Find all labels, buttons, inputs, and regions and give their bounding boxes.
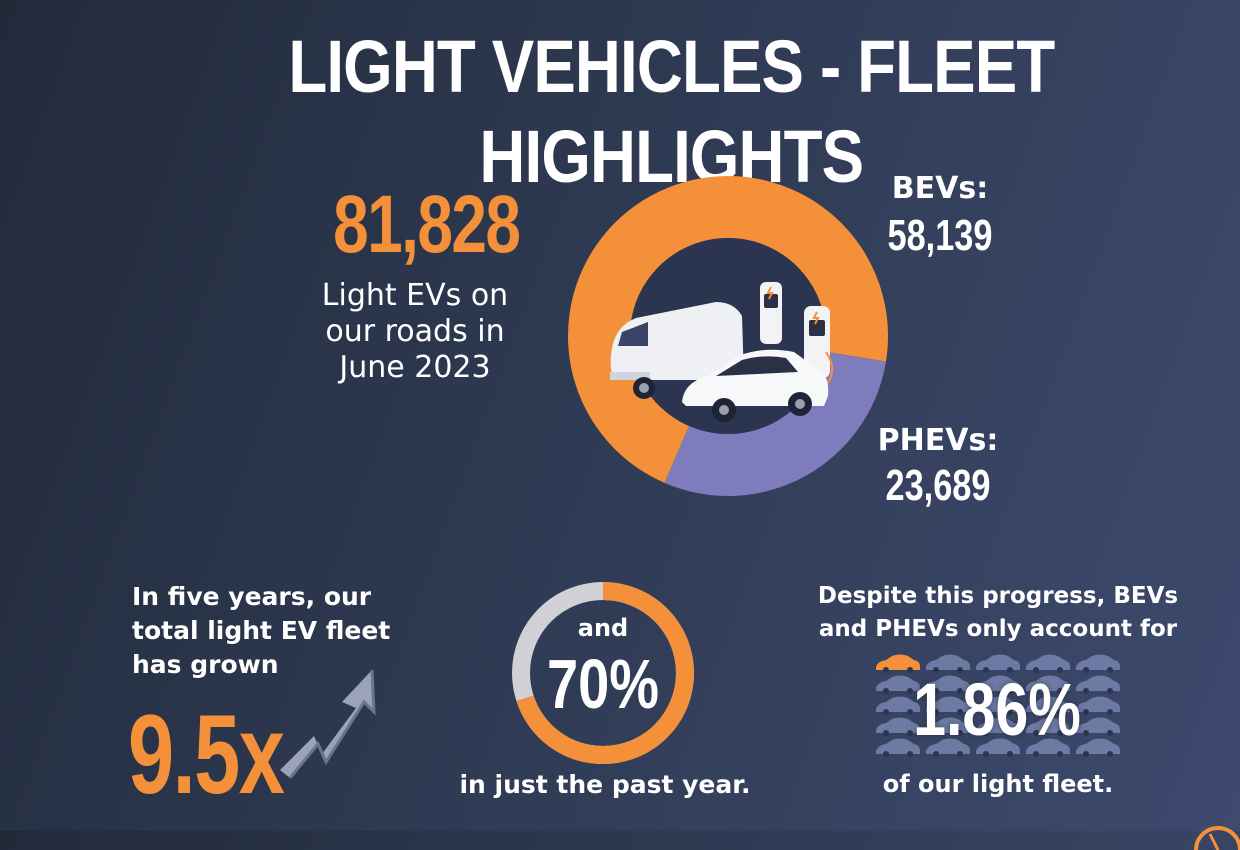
car-icon [926, 675, 970, 694]
car-icon [926, 738, 970, 757]
car-icon [1076, 696, 1120, 715]
car-icon [1026, 675, 1070, 694]
growth-value: 9.5x [128, 692, 285, 817]
bev-phev-donut-chart [568, 176, 888, 496]
car-icon [876, 738, 920, 757]
electric-car-icon [682, 349, 829, 422]
share-value: 1.86% [913, 668, 1081, 751]
total-evs-label: Light EVs on our roads in June 2023 [321, 278, 509, 385]
page-title: LIGHT VEHICLES - FLEET HIGHLIGHTS [288, 25, 1055, 198]
car-icon [976, 717, 1020, 736]
car-icon [1076, 654, 1120, 673]
yearly-value: 70% [546, 645, 660, 723]
car-icon [976, 696, 1020, 715]
bev-value: 58,139 [887, 211, 993, 260]
yearly-prefix: and [577, 614, 629, 642]
phev-slice [664, 351, 886, 496]
growth-arrow-icon [280, 669, 376, 779]
car-icon [976, 738, 1020, 757]
ring-fill [512, 582, 694, 764]
bev-slice [568, 176, 888, 483]
car-icon [926, 654, 970, 673]
car-icon [876, 654, 920, 673]
car-icon [976, 654, 1020, 673]
logo-icon [1194, 826, 1240, 850]
car-icon [926, 717, 970, 736]
car-icon [876, 675, 920, 694]
share-text: Despite this progress, BEVs and PHEVs on… [817, 583, 1179, 642]
car-icon [1076, 675, 1120, 694]
car-icon [1026, 738, 1070, 757]
car-icon [1076, 738, 1120, 757]
growth-text: In five years, our total light EV fleet … [132, 582, 391, 679]
yearly-suffix: in just the past year. [459, 770, 751, 799]
total-evs-value: 81,828 [333, 179, 521, 270]
car-icon [1076, 717, 1120, 736]
charging-station-icon [760, 282, 833, 397]
share-suffix: of our light fleet. [882, 770, 1114, 798]
car-icon [926, 696, 970, 715]
electric-vehicles-illustration [610, 282, 833, 422]
yearly-growth-ring [512, 582, 694, 764]
car-icon [1026, 696, 1070, 715]
phev-value: 23,689 [885, 461, 991, 510]
car-icon [876, 717, 920, 736]
phev-label: PHEVs: [877, 423, 999, 458]
car-icon [1026, 717, 1070, 736]
car-grid-icon [876, 654, 1120, 757]
car-icon [1026, 654, 1070, 673]
bev-label: BEVs: [891, 171, 989, 206]
car-icon [876, 696, 920, 715]
car-icon [976, 675, 1020, 694]
